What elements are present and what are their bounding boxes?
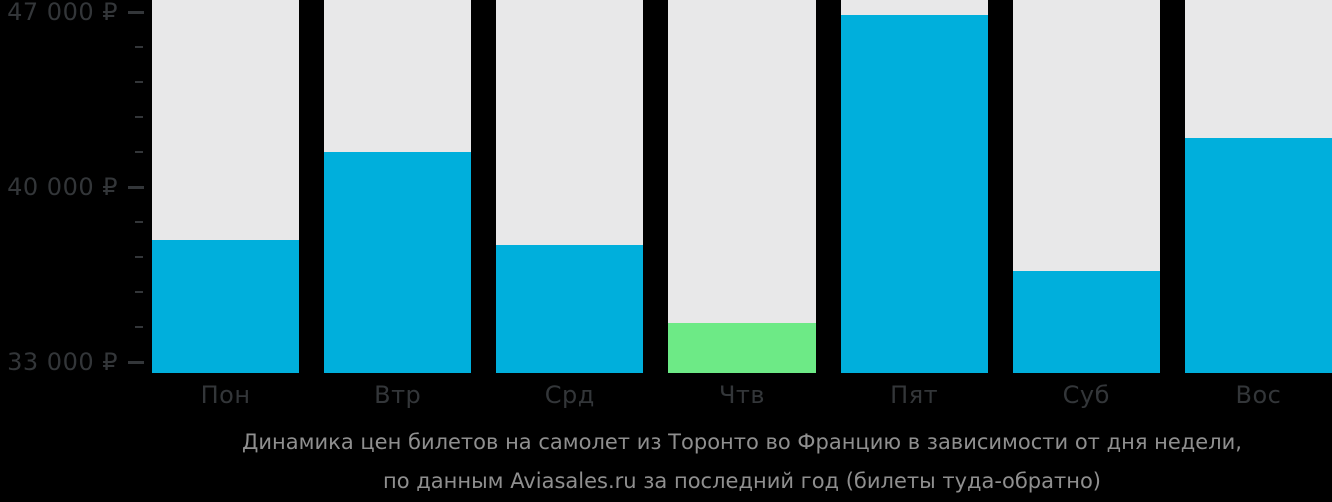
column-track-Суб xyxy=(1012,0,1160,373)
column-track-Чтв xyxy=(668,0,816,373)
y-axis-minor-tick xyxy=(135,291,143,293)
column-track-Срд xyxy=(496,0,644,373)
y-axis-major-tick xyxy=(128,185,144,189)
y-axis-major-tick xyxy=(128,10,144,14)
price-bar-Чтв-cheapest[interactable] xyxy=(668,323,816,373)
x-axis-label-Срд: Срд xyxy=(544,381,595,409)
y-axis-major-tick xyxy=(128,360,144,364)
y-axis-minor-tick xyxy=(135,81,143,83)
y-axis-minor-tick xyxy=(135,116,143,118)
price-bar-Втр[interactable] xyxy=(324,152,472,373)
chart-caption: Динамика цен билетов на самолет из Торон… xyxy=(152,423,1332,501)
y-axis-minor-tick xyxy=(135,151,143,153)
x-axis-labels: Пон Втр Срд Чтв Пят Суб Вос xyxy=(152,381,1332,409)
y-axis-tick-label: 40 000 ₽ xyxy=(7,173,118,201)
price-bar-Пят[interactable] xyxy=(840,14,988,373)
price-bar-Суб[interactable] xyxy=(1012,270,1160,373)
column-track-Втр xyxy=(324,0,472,373)
x-axis-label-Пон: Пон xyxy=(200,381,251,409)
y-axis-minor-tick xyxy=(135,326,143,328)
x-axis-label-Втр: Втр xyxy=(374,381,422,409)
x-axis-label-Пят: Пят xyxy=(890,381,939,409)
x-axis-label-Вос: Вос xyxy=(1235,381,1282,409)
y-axis-minor-tick xyxy=(135,46,143,48)
y-axis-tick-label: 33 000 ₽ xyxy=(7,348,118,376)
x-axis-label-Чтв: Чтв xyxy=(718,381,766,409)
y-axis: 47 000 ₽ 40 000 ₽ 33 000 ₽ xyxy=(0,0,152,376)
price-bar-Срд[interactable] xyxy=(496,244,644,373)
plot-area xyxy=(152,0,1332,373)
price-bar-Пон[interactable] xyxy=(152,239,300,373)
caption-line-1: Динамика цен билетов на самолет из Торон… xyxy=(242,430,1242,454)
caption-line-2: по данным Aviasales.ru за последний год … xyxy=(383,469,1101,493)
y-axis-tick-label: 47 000 ₽ xyxy=(7,0,118,26)
column-track-Пят xyxy=(840,0,988,373)
column-track-Пон xyxy=(152,0,300,373)
column-track-Вос xyxy=(1184,0,1332,373)
y-axis-minor-tick xyxy=(135,221,143,223)
x-axis-label-Суб: Суб xyxy=(1062,381,1110,409)
y-axis-minor-tick xyxy=(135,256,143,258)
price-bar-Вос[interactable] xyxy=(1184,138,1332,373)
